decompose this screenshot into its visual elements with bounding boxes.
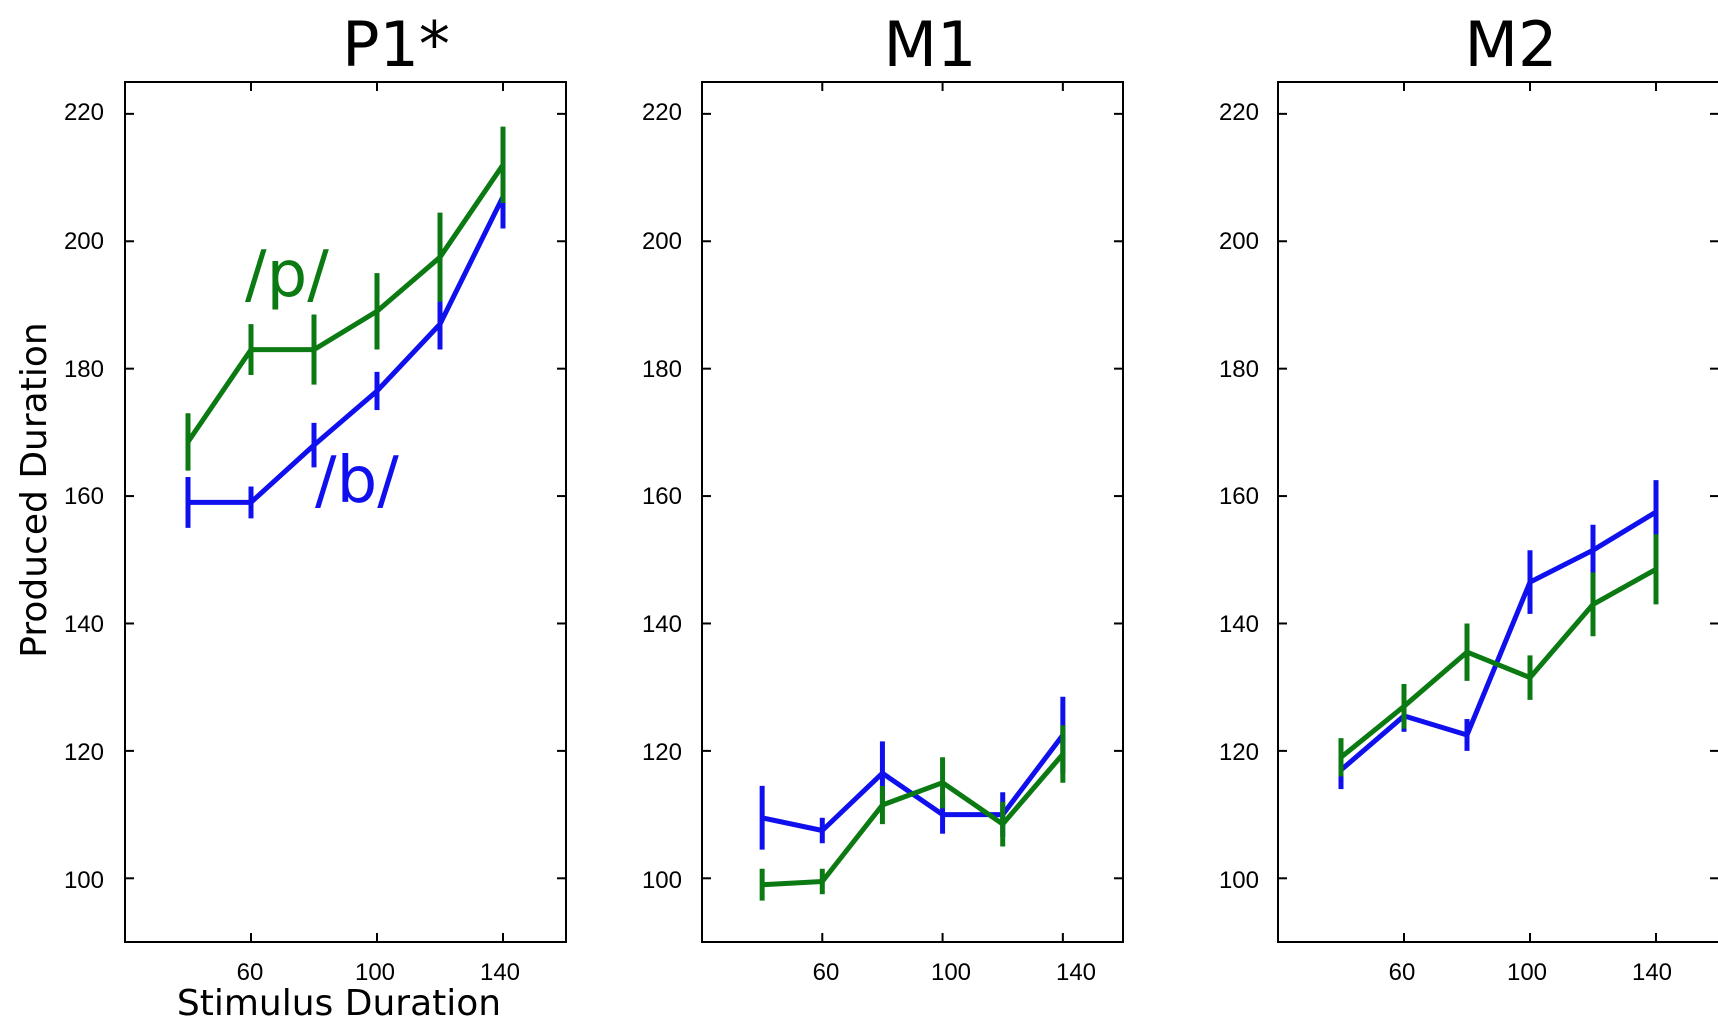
y-tick-label: 140 [1219, 611, 1259, 638]
y-tick-label: 200 [642, 228, 682, 255]
series-layer [185, 126, 506, 528]
plot-frame [701, 81, 1124, 943]
panel-title: P1* [342, 8, 450, 81]
y-tick-label: 120 [642, 739, 682, 766]
x-tick-label: 60 [237, 959, 264, 986]
x-tick-label: 60 [813, 959, 840, 986]
y-tick-label: 200 [64, 228, 104, 255]
y-tick-label: 200 [1219, 228, 1259, 255]
x-axis-title: Stimulus Duration [177, 983, 501, 1024]
series-layer [1338, 480, 1659, 790]
grid-ticks [125, 82, 566, 942]
series-line-0 [761, 733, 1065, 833]
x-tick-label: 100 [1507, 959, 1547, 986]
panel-m2: M2 220 200 180 160 140 120 100 60 100 14… [1219, 8, 1718, 986]
y-tick-label: 160 [642, 483, 682, 510]
y-axis-title: Produced Duration [14, 322, 55, 657]
y-tick-label: 160 [1219, 483, 1259, 510]
y-tick-label: 140 [642, 611, 682, 638]
y-tick-label: 100 [64, 867, 104, 894]
series-label-p: /p/ [245, 238, 329, 312]
grid-ticks [702, 82, 1123, 942]
y-tick-label: 160 [64, 483, 104, 510]
series-line-0 [188, 195, 506, 505]
x-tick-label: 60 [1389, 959, 1416, 986]
y-tick-label: 100 [642, 867, 682, 894]
series-label-b: /b/ [315, 444, 399, 518]
panel-title: M1 [884, 8, 977, 81]
series-line-1 [185, 163, 506, 444]
y-tick-label: 180 [1219, 356, 1259, 383]
y-tick-label: 180 [64, 356, 104, 383]
y-tick-label: 180 [642, 356, 682, 383]
x-tick-label: 100 [931, 959, 971, 986]
panel-title: M2 [1465, 8, 1558, 81]
series-line-1 [761, 752, 1065, 888]
y-tick-label: 220 [642, 99, 682, 126]
x-tick-label: 140 [480, 959, 520, 986]
y-tick-label: 120 [1219, 739, 1259, 766]
panel-m1: M1 220 200 180 160 140 120 100 60 100 14… [642, 8, 1124, 986]
series-line-0 [1339, 509, 1658, 772]
y-tick-label: 220 [64, 99, 104, 126]
y-tick-label: 120 [64, 739, 104, 766]
plot-frame [1277, 81, 1718, 943]
plot-frame [124, 81, 567, 943]
y-tick-label: 140 [64, 611, 104, 638]
x-tick-label: 100 [355, 959, 395, 986]
series-layer [759, 696, 1066, 901]
panel-p1: P1* 220 200 180 160 140 120 100 60 100 1… [14, 8, 567, 1024]
y-tick-label: 220 [1219, 99, 1259, 126]
series-line-1 [1339, 567, 1658, 760]
y-tick-label: 100 [1219, 867, 1259, 894]
x-tick-label: 140 [1632, 959, 1672, 986]
x-tick-label: 140 [1056, 959, 1096, 986]
